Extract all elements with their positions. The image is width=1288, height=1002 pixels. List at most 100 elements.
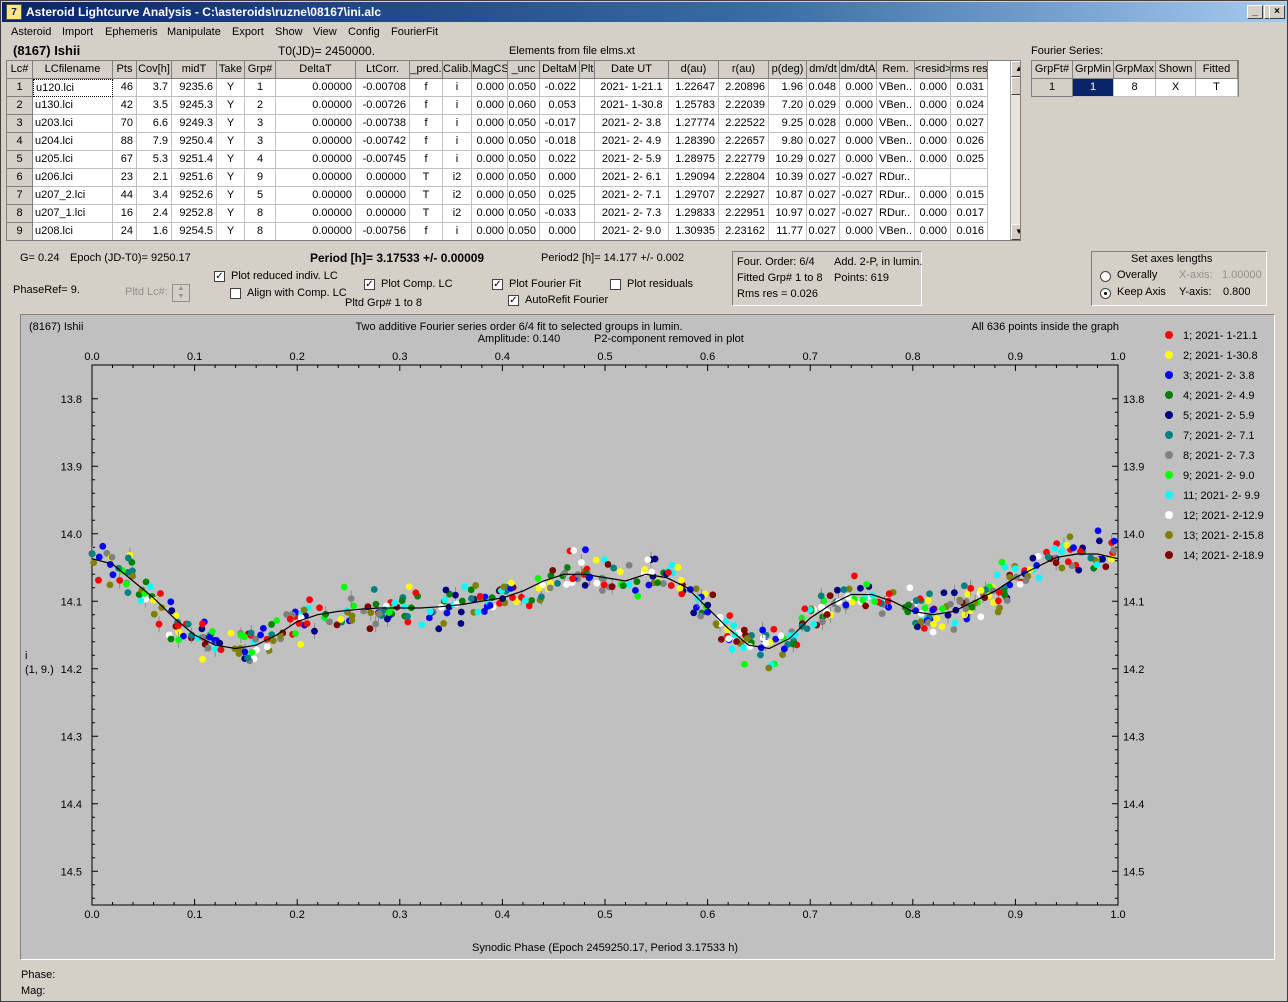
table-cell[interactable]: -0.00708 — [356, 79, 410, 97]
plot-fourier-checkbox[interactable]: ✓ — [492, 279, 503, 290]
table-cell[interactable]: 0.024 — [951, 97, 988, 115]
table-cell[interactable]: 0.015 — [951, 187, 988, 205]
table-cell[interactable]: 0.025 — [540, 187, 580, 205]
table-cell[interactable]: 0.000 — [915, 151, 951, 169]
align-comp-checkbox[interactable] — [230, 288, 241, 299]
table-cell[interactable]: 0.031 — [951, 79, 988, 97]
table-cell[interactable]: 0.000 — [540, 169, 580, 187]
table-cell[interactable]: -0.033 — [540, 205, 580, 223]
table-cell[interactable]: 1.29707 — [669, 187, 719, 205]
menu-ephemeris[interactable]: Ephemeris — [105, 26, 158, 38]
fourier-column-header[interactable]: GrpFt# — [1032, 61, 1073, 79]
table-cell[interactable]: 10.87 — [769, 187, 807, 205]
table-cell[interactable]: 0.00000 — [276, 97, 356, 115]
table-cell[interactable]: 0.050 — [508, 79, 540, 97]
pltd-lc-spinner[interactable]: ▲ ▼ — [172, 284, 190, 302]
row-header[interactable]: 4 — [7, 133, 33, 151]
table-cell[interactable]: -0.027 — [840, 187, 877, 205]
keep-axis-radio[interactable] — [1100, 288, 1111, 299]
table-cell[interactable]: VBen.. — [877, 97, 915, 115]
table-cell[interactable]: 2.4 — [137, 205, 172, 223]
column-header[interactable]: dm/dt — [807, 61, 840, 79]
table-cell[interactable]: 0.053 — [540, 97, 580, 115]
column-header[interactable]: DeltaT — [276, 61, 356, 79]
table-cell[interactable] — [580, 151, 595, 169]
table-cell[interactable]: f — [410, 133, 443, 151]
table-cell[interactable]: 1.30935 — [669, 223, 719, 240]
table-cell[interactable]: f — [410, 151, 443, 169]
table-cell[interactable]: u204.lci — [33, 133, 113, 151]
table-cell[interactable]: T — [410, 205, 443, 223]
table-cell[interactable]: 2 — [245, 97, 276, 115]
column-header[interactable]: d(au) — [669, 61, 719, 79]
x-axis-value[interactable]: 1.00000 — [1222, 269, 1262, 281]
fourier-cell[interactable]: 8 — [1114, 79, 1156, 97]
table-cell[interactable]: 9.80 — [769, 133, 807, 151]
menu-fourierfit[interactable]: FourierFit — [391, 26, 439, 38]
menu-manipulate[interactable]: Manipulate — [167, 26, 221, 38]
table-cell[interactable] — [580, 187, 595, 205]
table-cell[interactable]: u205.lci — [33, 151, 113, 169]
table-cell[interactable]: 4 — [245, 151, 276, 169]
table-cell[interactable]: 10.97 — [769, 205, 807, 223]
table-cell[interactable]: 3.7 — [137, 79, 172, 97]
fourier-column-header[interactable]: Shown — [1156, 61, 1196, 79]
table-cell[interactable]: 0.050 — [508, 151, 540, 169]
table-cell[interactable]: T — [410, 187, 443, 205]
table-cell[interactable]: 0.000 — [915, 133, 951, 151]
table-cell[interactable]: 1.22647 — [669, 79, 719, 97]
table-cell[interactable]: 0.050 — [508, 169, 540, 187]
table-cell[interactable]: 2021- 2- 9.0 — [595, 223, 669, 240]
row-header[interactable]: 6 — [7, 169, 33, 187]
table-cell[interactable]: 2.20896 — [719, 79, 769, 97]
table-cell[interactable]: 0.027 — [807, 151, 840, 169]
table-cell[interactable]: 0.027 — [807, 223, 840, 240]
table-cell[interactable]: -0.022 — [540, 79, 580, 97]
table-cell[interactable]: 0.000 — [540, 223, 580, 240]
table-cell[interactable]: VBen.. — [877, 223, 915, 240]
table-cell[interactable]: i2 — [443, 205, 472, 223]
table-cell[interactable] — [580, 223, 595, 240]
table-cell[interactable]: 88 — [113, 133, 137, 151]
table-cell[interactable]: RDur.. — [877, 169, 915, 187]
table-cell[interactable]: f — [410, 115, 443, 133]
table-cell[interactable]: 7.20 — [769, 97, 807, 115]
table-cell[interactable]: 0.000 — [915, 79, 951, 97]
table-cell[interactable]: Y — [217, 115, 245, 133]
table-cell[interactable]: -0.00742 — [356, 133, 410, 151]
table-cell[interactable]: 1.96 — [769, 79, 807, 97]
table-cell[interactable]: 2.22951 — [719, 205, 769, 223]
table-cell[interactable]: 0.00000 — [276, 169, 356, 187]
table-cell[interactable]: 9252.6 — [172, 187, 217, 205]
table-cell[interactable]: 0.016 — [951, 223, 988, 240]
column-header[interactable]: r(au) — [719, 61, 769, 79]
close-button[interactable]: × — [1269, 5, 1285, 19]
table-cell[interactable]: i — [443, 151, 472, 169]
table-cell[interactable]: u208.lci — [33, 223, 113, 240]
table-cell[interactable]: 3 — [245, 133, 276, 151]
title-bar[interactable]: 7 Asteroid Lightcurve Analysis - C:\aste… — [2, 2, 1287, 22]
table-cell[interactable]: 0.00000 — [276, 205, 356, 223]
column-header[interactable]: Lc# — [7, 61, 33, 79]
column-header[interactable]: rms res — [951, 61, 988, 79]
table-cell[interactable]: 2.1 — [137, 169, 172, 187]
table-cell[interactable] — [580, 79, 595, 97]
lightcurve-chart[interactable]: (8167) Ishii Two additive Fourier series … — [21, 315, 1276, 961]
column-header[interactable]: Rem. — [877, 61, 915, 79]
table-cell[interactable]: 0.00000 — [276, 223, 356, 240]
row-header[interactable]: 7 — [7, 187, 33, 205]
table-cell[interactable]: 2021- 2- 4.9 — [595, 133, 669, 151]
table-cell[interactable]: Y — [217, 97, 245, 115]
fourier-column-header[interactable]: GrpMax — [1114, 61, 1156, 79]
table-cell[interactable] — [951, 169, 988, 187]
table-cell[interactable]: f — [410, 223, 443, 240]
lightcurve-table[interactable]: Lc# LCfilename Pts Cov[h] midT Take Grp# DeltaT… — [6, 60, 1021, 241]
table-cell[interactable]: 2021- 2- 7.3 — [595, 205, 669, 223]
table-cell[interactable]: 7.9 — [137, 133, 172, 151]
minimize-button[interactable]: _ — [1247, 5, 1263, 19]
column-header[interactable]: MagCS — [472, 61, 508, 79]
column-header[interactable]: _pred. — [410, 61, 443, 79]
table-cell[interactable]: 0.000 — [472, 115, 508, 133]
table-cell[interactable]: 0.00000 — [276, 187, 356, 205]
table-cell[interactable]: 0.027 — [951, 115, 988, 133]
